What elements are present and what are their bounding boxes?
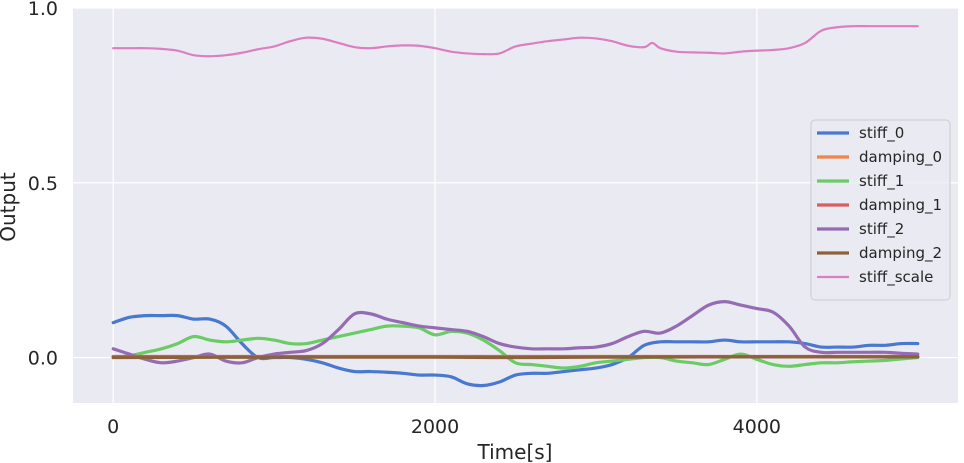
legend-label: stiff_0 [859, 124, 904, 143]
x-tick-label: 0 [107, 416, 119, 438]
series-line-stiff-0 [111, 313, 920, 388]
series-layer [111, 25, 920, 388]
series-line-stiff-scale [112, 25, 919, 58]
legend-label: damping_0 [859, 148, 942, 167]
legend-label: stiff_scale [859, 268, 933, 287]
legend-label: damping_2 [859, 244, 942, 263]
legend-label: damping_1 [859, 196, 942, 215]
y-axis-ticks: 0.0 0.5 1.0 [28, 0, 58, 370]
x-tick-label: 2000 [411, 416, 459, 438]
series-line-stiff-2 [111, 300, 920, 365]
legend: stiff_0 damping_0 stiff_1 damping_1 stiff_2d… [810, 119, 951, 301]
y-tick-label: 1.0 [28, 0, 58, 20]
x-axis-title: Time[s] [477, 440, 553, 463]
series-line-damping-2 [111, 355, 920, 360]
legend-label: stiff_2 [859, 220, 904, 239]
series-line-stiff-1 [111, 324, 920, 370]
x-axis-ticks: 0 2000 4000 [107, 416, 781, 438]
legend-box [810, 119, 951, 301]
legend-label: stiff_1 [859, 172, 904, 191]
x-tick-label: 4000 [733, 416, 781, 438]
y-tick-label: 0.0 [28, 348, 58, 370]
y-tick-label: 0.5 [28, 173, 58, 195]
y-axis-title: Output [0, 172, 20, 242]
